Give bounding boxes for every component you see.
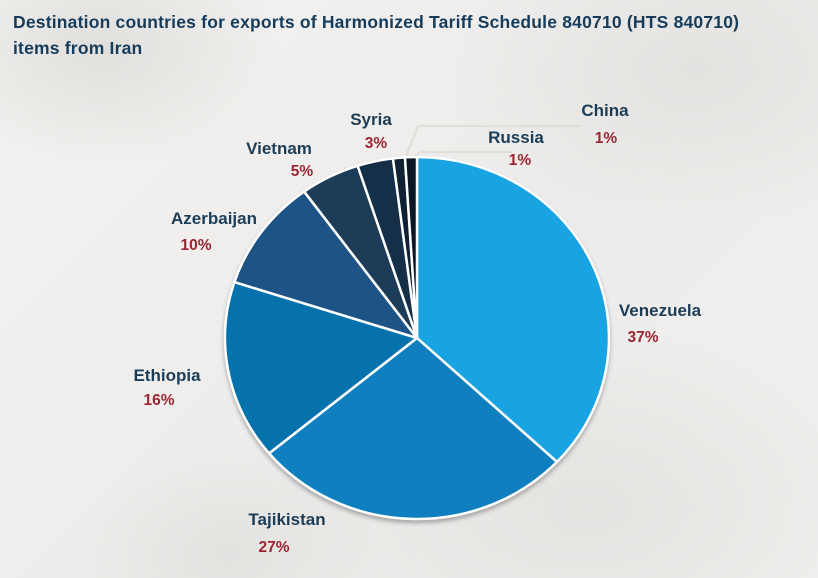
slice-percent-china: 1% (594, 130, 618, 147)
chart-title-line2: items from Iran (13, 38, 143, 58)
slice-label-china: China (581, 101, 629, 120)
slice-percent-syria: 3% (364, 135, 388, 152)
slice-label-ethiopia: Ethiopia (133, 366, 201, 385)
pie-slice-venezuela (415, 155, 611, 464)
slice-label-russia: Russia (488, 128, 544, 147)
pie-slice-ethiopia (223, 280, 419, 455)
slice-percent-ethiopia: 16% (143, 392, 175, 409)
slice-percent-azerbaijan: 10% (180, 237, 212, 254)
slice-percent-venezuela: 37% (627, 329, 659, 346)
chart-title-line1: Destination countries for exports of Har… (13, 12, 740, 32)
slice-label-vietnam: Vietnam (246, 139, 312, 158)
slice-percent-tajikistan: 27% (258, 539, 290, 556)
slice-percent-vietnam: 5% (290, 163, 314, 180)
slice-label-syria: Syria (350, 110, 392, 129)
pie-slice-azerbaijan (233, 190, 419, 340)
slice-label-venezuela: Venezuela (618, 301, 702, 320)
pie-slice-china (403, 155, 419, 340)
slice-percent-russia: 1% (508, 152, 532, 169)
slice-label-tajikistan: Tajikistan (248, 510, 326, 529)
chart-title: Destination countries for exports of Har… (13, 9, 805, 61)
pie-slices (223, 155, 611, 521)
pie-slice-tajikistan (267, 336, 559, 521)
slice-label-azerbaijan: Azerbaijan (171, 209, 257, 228)
leader-line-china (404, 124, 581, 157)
